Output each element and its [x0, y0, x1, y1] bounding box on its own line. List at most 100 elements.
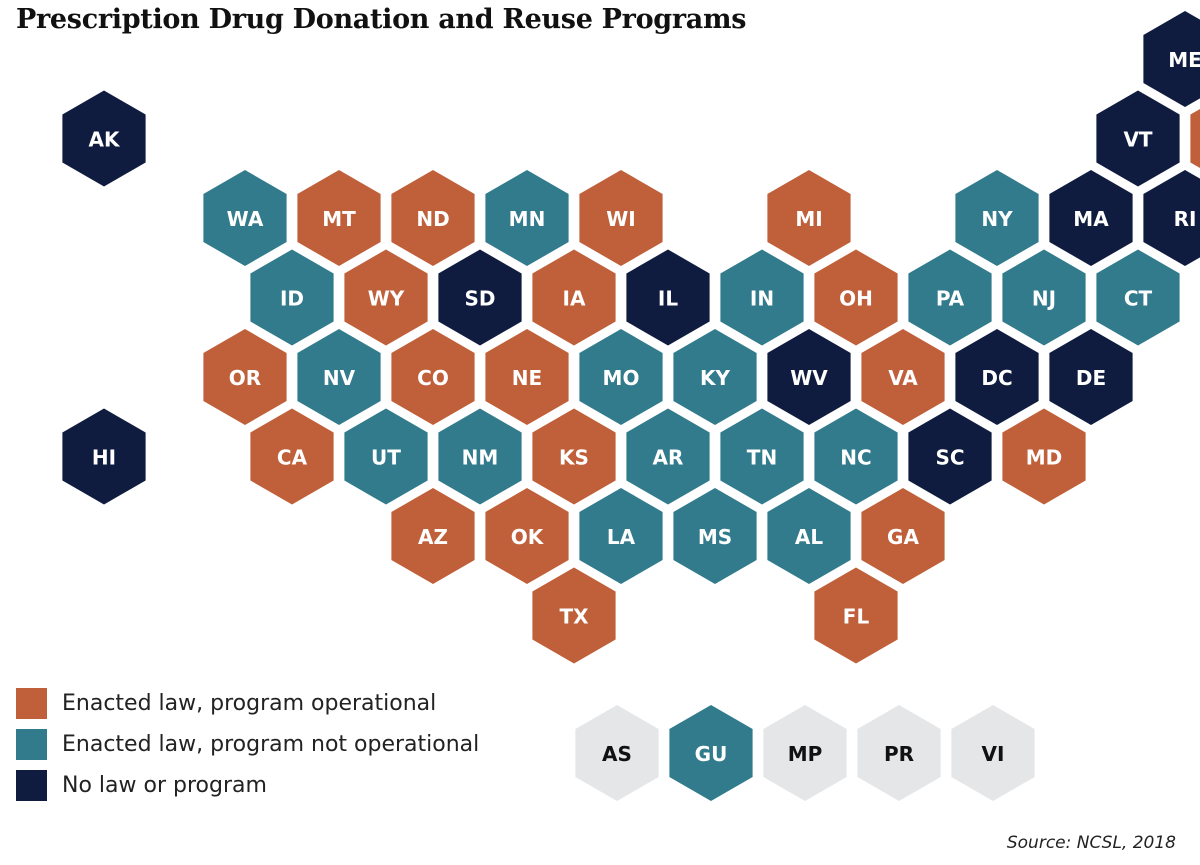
hex-md: MD	[1002, 408, 1086, 505]
hex-label: KY	[700, 366, 730, 390]
hex-label: VA	[888, 366, 918, 390]
hex-vi: VI	[951, 705, 1035, 801]
hex-tile	[438, 408, 522, 505]
hex-tile	[575, 705, 659, 801]
legend-label-not-operational: Enacted law, program not operational	[62, 731, 480, 757]
states-layer: AK HI ME VT NH WA MT ND MN WI MI NY MA RI ID WY SD IA IL IN…	[62, 11, 1200, 664]
hex-tile	[908, 249, 992, 346]
hex-label: IN	[750, 287, 774, 311]
hex-tile	[673, 329, 757, 425]
hex-mn: MN	[485, 170, 569, 266]
hex-ct: CT	[1096, 249, 1180, 346]
hex-label: HI	[92, 446, 116, 470]
hex-label: OH	[839, 287, 873, 311]
hex-label: RI	[1174, 207, 1197, 231]
legend-label-none: No law or program	[62, 772, 267, 798]
hex-tile	[814, 567, 898, 664]
hex-label: PA	[936, 287, 965, 311]
hex-label: MS	[698, 525, 732, 549]
hex-label: NV	[323, 366, 356, 390]
hex-id: ID	[250, 249, 334, 346]
hex-tile	[532, 567, 616, 664]
hex-tile	[767, 329, 851, 425]
hex-me: ME	[1143, 11, 1200, 107]
hex-label: OK	[511, 525, 545, 549]
hex-nh: NH	[1190, 108, 1200, 169]
hex-or: OR	[203, 329, 287, 425]
hex-ok: OK	[485, 488, 569, 584]
hex-tile	[297, 329, 381, 425]
territories-layer: AS GU MP PR VI	[575, 705, 1035, 801]
hex-tile	[250, 408, 334, 505]
hex-label: NC	[840, 446, 871, 470]
hex-tile	[344, 249, 428, 346]
hex-mo: MO	[579, 329, 663, 425]
hex-tile	[767, 488, 851, 584]
hex-label: MT	[322, 207, 356, 231]
hex-label: DE	[1076, 366, 1106, 390]
legend: Enacted law, program operational Enacted…	[16, 687, 479, 810]
hex-ri: RI	[1143, 170, 1200, 266]
hex-tile	[669, 705, 753, 801]
hex-tile	[814, 408, 898, 505]
hex-ky: KY	[673, 329, 757, 425]
hex-label: MI	[795, 207, 822, 231]
hex-pr: PR	[857, 705, 941, 801]
hex-label: CA	[277, 446, 308, 470]
hex-hi: HI	[62, 408, 146, 505]
legend-item-operational: Enacted law, program operational	[16, 687, 479, 719]
hex-la: LA	[579, 488, 663, 584]
hex-label: OR	[229, 366, 261, 390]
hex-ia: IA	[532, 249, 616, 346]
hex-ks: KS	[532, 408, 616, 505]
hex-gu: GU	[669, 705, 753, 801]
hex-label: SD	[464, 287, 495, 311]
hex-tile	[485, 170, 569, 266]
hex-tile	[62, 408, 146, 505]
hex-tile	[1143, 11, 1200, 107]
hex-tile	[1002, 408, 1086, 505]
hex-label: ID	[280, 287, 304, 311]
hex-tile	[861, 329, 945, 425]
hex-tile	[626, 249, 710, 346]
hex-mt: MT	[297, 170, 381, 266]
hex-fl: FL	[814, 567, 898, 664]
hex-label: WA	[227, 207, 264, 231]
hex-label: MD	[1026, 446, 1063, 470]
hex-tile	[250, 249, 334, 346]
hex-tile	[720, 408, 804, 505]
hex-as: AS	[575, 705, 659, 801]
hex-tile	[1096, 90, 1180, 187]
hex-label: PR	[884, 742, 914, 766]
hex-de: DE	[1049, 329, 1133, 425]
hex-sd: SD	[438, 249, 522, 346]
hex-tile	[1002, 249, 1086, 346]
hex-label: GA	[887, 525, 919, 549]
hex-il: IL	[626, 249, 710, 346]
hex-tile	[1049, 170, 1133, 266]
hex-tile	[344, 408, 428, 505]
hex-label: NE	[512, 366, 542, 390]
hex-label: MN	[509, 207, 546, 231]
hex-tile	[767, 170, 851, 266]
hex-tile	[720, 249, 804, 346]
hex-tile	[62, 90, 146, 187]
hex-label: MP	[788, 742, 823, 766]
hex-dc: DC	[955, 329, 1039, 425]
hex-ne: NE	[485, 329, 569, 425]
hex-nc: NC	[814, 408, 898, 505]
hex-label: GU	[695, 742, 728, 766]
hex-label: CO	[417, 366, 449, 390]
hex-tile	[297, 170, 381, 266]
hex-nm: NM	[438, 408, 522, 505]
hex-co: CO	[391, 329, 475, 425]
hex-label: VI	[982, 742, 1005, 766]
hex-tile	[1143, 170, 1200, 266]
hex-wa: WA	[203, 170, 287, 266]
hex-ma: MA	[1049, 170, 1133, 266]
hex-ut: UT	[344, 408, 428, 505]
hex-tile	[857, 705, 941, 801]
hex-tile	[579, 170, 663, 266]
hex-label: AK	[89, 128, 121, 152]
